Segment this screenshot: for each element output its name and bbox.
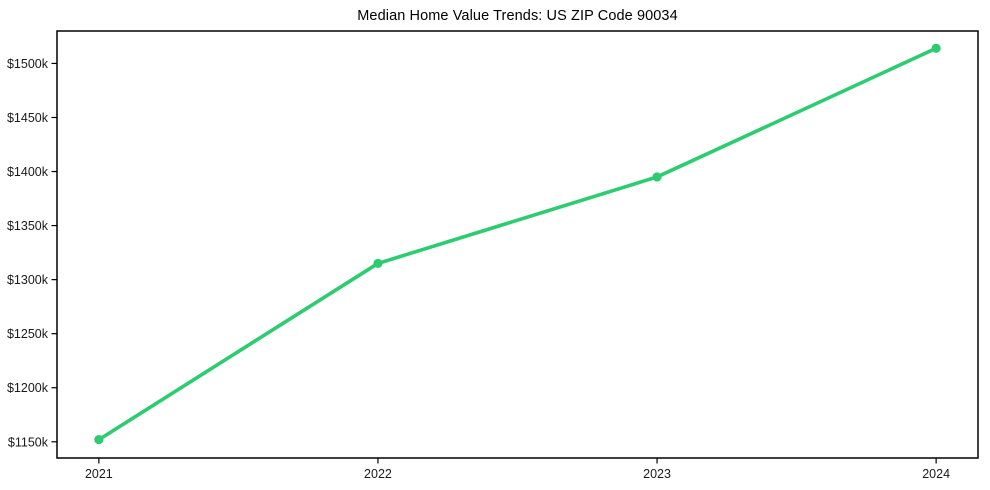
y-tick-label: $1250k [7,327,49,341]
y-tick-label: $1150k [8,435,49,449]
y-tick-label: $1350k [7,219,49,233]
plot-border [56,30,979,459]
data-point-marker [373,258,383,269]
data-point-marker [652,172,662,182]
y-tick-label: $1400k [7,165,49,179]
y-tick-label: $1300k [7,273,49,287]
x-tick-label: 2023 [643,467,671,481]
x-tick-label: 2022 [364,467,392,481]
y-tick-label: $1500k [7,57,49,71]
y-tick-label: $1450k [7,111,49,125]
data-point-marker [94,435,104,445]
y-tick-label: $1200k [7,381,49,395]
data-point-marker [931,43,941,53]
trend-line [97,46,938,442]
x-tick-label: 2024 [922,467,950,481]
chart-title: Median Home Value Trends: US ZIP Code 90… [357,8,678,24]
x-tick-label: 2021 [85,467,113,481]
